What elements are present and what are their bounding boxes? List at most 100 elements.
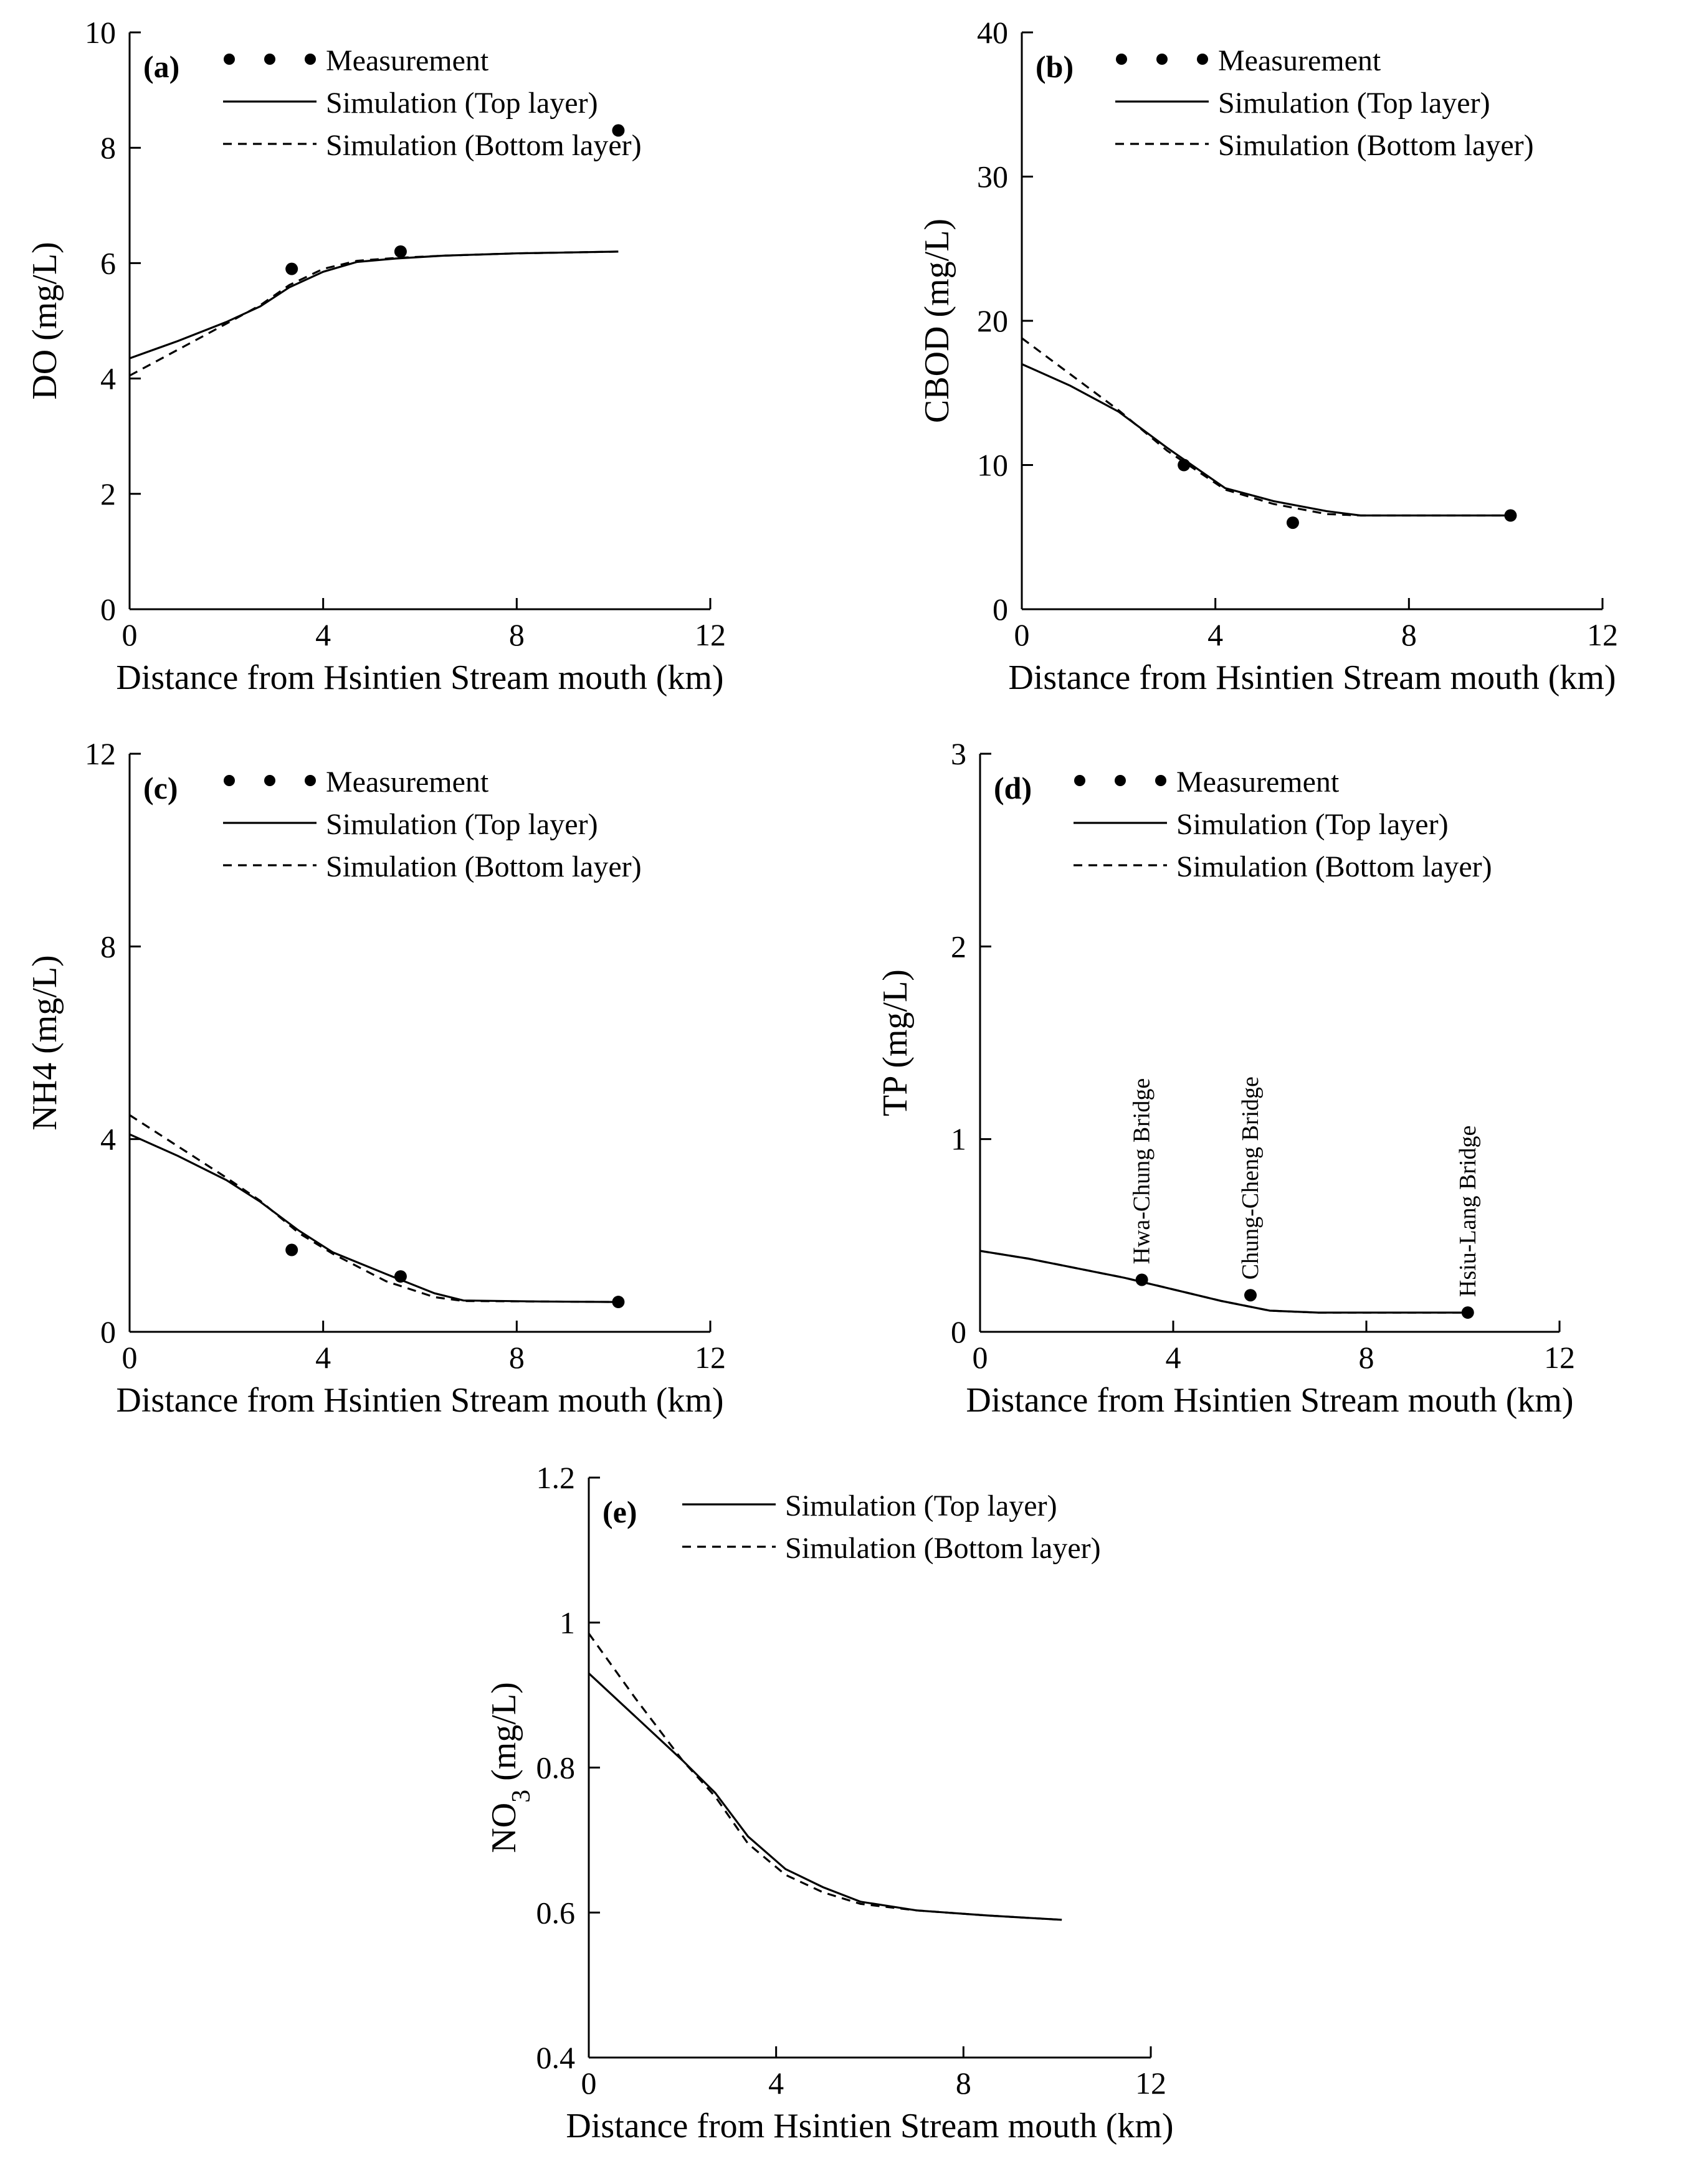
x-tick-label: 4	[768, 2066, 784, 2101]
legend: Measurement Simulation (Top layer) Simulat…	[223, 766, 642, 883]
legend-marker-point	[224, 54, 235, 65]
bridge-annotation: Chung-Cheng Bridge	[1237, 1076, 1264, 1280]
bottom-layer-line	[129, 250, 619, 377]
measurement-point	[1244, 1289, 1257, 1302]
y-tick-label: 2	[100, 477, 116, 511]
legend-marker-point	[1155, 775, 1166, 786]
y-tick-label: 6	[100, 245, 116, 280]
bottom-layer-line	[588, 1633, 1062, 1921]
measurement-point	[285, 1243, 298, 1256]
bottom-layer-line	[129, 1114, 619, 1303]
y-axis-title: NH4 (mg/L)	[26, 955, 64, 1131]
legend-entry: Simulation (Bottom layer)	[1176, 850, 1492, 883]
x-tick-label: 8	[1359, 1340, 1374, 1375]
y-axis-title: DO (mg/L)	[26, 242, 64, 400]
y-axis-title: NO3 (mg/L)	[485, 1682, 536, 1853]
legend-marker-point	[224, 775, 235, 786]
legend: Measurement Simulation (Top layer) Simulat…	[1115, 44, 1534, 162]
y-tick-label: 8	[100, 130, 116, 165]
top-layer-line	[129, 250, 619, 359]
y-tick-label: 20	[977, 303, 1008, 338]
x-tick-label: 8	[1401, 617, 1417, 652]
y-tick-label: 2	[951, 929, 966, 964]
x-axis-title: Distance from Hsintien Stream mouth (km)	[116, 658, 723, 697]
legend-marker-point	[264, 54, 275, 65]
legend-entry: Simulation (Top layer)	[1218, 87, 1490, 120]
bridge-annotation: Hwa-Chung Bridge	[1129, 1078, 1155, 1265]
x-tick-label: 0	[581, 2066, 597, 2101]
panel-label: (c)	[143, 771, 178, 805]
legend-marker-point	[305, 775, 316, 786]
y-tick-label: 0.6	[536, 1895, 576, 1930]
measurement-point	[1135, 1273, 1148, 1286]
measurement-point	[1504, 509, 1517, 522]
y-tick-label: 30	[977, 159, 1008, 194]
x-axis-title: Distance from Hsintien Stream mouth (km)	[566, 2107, 1173, 2145]
legend-marker-point	[1197, 54, 1208, 65]
x-tick-label: 8	[509, 617, 525, 652]
measurement-point	[612, 124, 625, 137]
y-tick-label: 0.8	[536, 1750, 576, 1785]
chart-panel-1: 0 4 8 12 0 2 4 6 8 10 Distance from Hsintien Strea…	[26, 15, 726, 697]
panel-label: (b)	[1036, 49, 1074, 84]
panel-label: (e)	[602, 1494, 637, 1529]
legend-marker-point	[1115, 775, 1126, 786]
x-axis-title: Distance from Hsintien Stream mouth (km)	[116, 1381, 723, 1420]
legend-entry: Measurement	[1218, 44, 1381, 77]
y-tick-label: 12	[85, 736, 116, 771]
legend-marker-point	[1116, 54, 1127, 65]
x-tick-label: 12	[695, 1340, 726, 1375]
chart-panel-3: 0 4 8 12 0 4 8 12 Distance from Hsintien Stream …	[26, 736, 726, 1420]
legend-entry: Simulation (Top layer)	[326, 808, 598, 841]
y-tick-label: 1	[560, 1605, 575, 1640]
chart-panel-2: 0 4 8 12 0 10 20 30 40 Distance from Hsintien Str…	[918, 15, 1618, 697]
legend: Measurement Simulation (Top layer) Simulat…	[1074, 766, 1492, 883]
x-axis-title: Distance from Hsintien Stream mouth (km)	[1008, 658, 1616, 697]
y-tick-label: 4	[100, 1122, 116, 1157]
measurement-point	[394, 245, 407, 258]
x-tick-label: 0	[1014, 617, 1030, 652]
y-tick-label: 1.2	[536, 1460, 576, 1495]
top-layer-line	[588, 1673, 1062, 1921]
legend-entry: Simulation (Top layer)	[326, 87, 598, 120]
bottom-layer-line	[1021, 337, 1511, 517]
x-axis-title: Distance from Hsintien Stream mouth (km)	[966, 1381, 1573, 1420]
x-tick-label: 4	[315, 1340, 331, 1375]
y-tick-label: 0	[951, 1314, 966, 1349]
legend-entry: Measurement	[326, 766, 489, 799]
top-layer-line	[1021, 363, 1511, 517]
y-tick-label: 0	[100, 592, 116, 627]
bridge-annotation: Hsiu-Lang Bridge	[1455, 1126, 1481, 1297]
x-tick-label: 4	[1166, 1340, 1181, 1375]
legend-entry: Measurement	[326, 44, 489, 77]
x-tick-label: 8	[509, 1340, 525, 1375]
x-tick-label: 0	[122, 1340, 138, 1375]
y-tick-label: 3	[951, 736, 966, 771]
x-tick-label: 4	[1207, 617, 1223, 652]
legend-marker-point	[305, 54, 316, 65]
y-tick-label: 0.4	[536, 2040, 576, 2075]
y-axis-title: CBOD (mg/L)	[918, 219, 956, 423]
panel-label: (a)	[143, 49, 179, 84]
legend-entry: Simulation (Top layer)	[1176, 808, 1449, 841]
x-tick-label: 12	[1587, 617, 1618, 652]
x-tick-label: 4	[315, 617, 331, 652]
y-tick-label: 0	[993, 592, 1008, 627]
x-tick-label: 0	[122, 617, 138, 652]
legend-marker-point	[1156, 54, 1168, 65]
y-axis-title: TP (mg/L)	[876, 969, 915, 1116]
y-tick-label: 1	[951, 1122, 966, 1157]
legend-marker-point	[264, 775, 275, 786]
top-layer-line	[979, 1250, 1468, 1314]
x-tick-label: 0	[973, 1340, 988, 1375]
y-tick-label: 0	[100, 1314, 116, 1349]
x-tick-label: 12	[695, 617, 726, 652]
legend-entry: Simulation (Top layer)	[785, 1489, 1057, 1522]
legend-entry: Simulation (Bottom layer)	[326, 129, 642, 162]
legend-entry: Simulation (Bottom layer)	[326, 850, 642, 883]
legend-entry: Measurement	[1176, 766, 1340, 799]
measurement-point	[612, 1296, 625, 1309]
y-tick-label: 10	[977, 448, 1008, 483]
